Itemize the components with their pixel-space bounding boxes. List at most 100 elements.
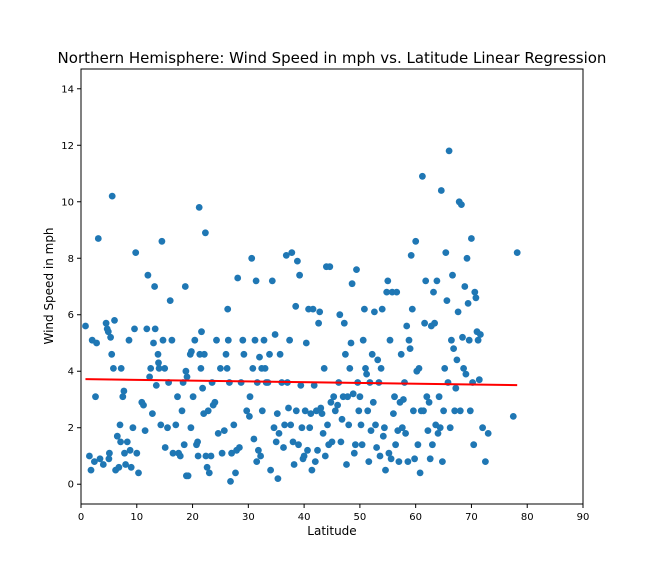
data-point [331, 407, 339, 415]
data-point [202, 229, 209, 237]
data-point [452, 384, 460, 392]
data-point [94, 235, 102, 242]
data-point [403, 322, 411, 330]
data-point [251, 336, 259, 344]
data-point [218, 449, 226, 457]
data-point [352, 441, 359, 449]
data-point [321, 452, 329, 460]
data-point [482, 458, 489, 465]
data-point [204, 407, 212, 415]
data-point [308, 466, 316, 474]
data-point [297, 382, 305, 389]
data-point [121, 449, 128, 457]
data-point [306, 424, 314, 432]
data-point [295, 441, 302, 449]
data-point [345, 421, 353, 429]
data-point [416, 469, 424, 477]
data-point [448, 336, 455, 344]
data-point [99, 461, 107, 468]
data-point [152, 382, 160, 389]
data-point [191, 336, 199, 344]
data-point [433, 277, 441, 285]
data-point [384, 277, 392, 285]
x-tick-label: 50 [354, 512, 367, 523]
data-point [379, 432, 387, 440]
data-point [150, 339, 157, 347]
data-point [252, 277, 260, 285]
data-point [439, 458, 446, 465]
data-point [296, 271, 303, 279]
data-point [272, 438, 280, 446]
data-point [311, 458, 319, 465]
data-point [111, 317, 118, 324]
data-point [102, 319, 110, 327]
data-point [430, 288, 437, 296]
data-point [224, 305, 232, 313]
data-point [484, 430, 492, 437]
data-point [464, 300, 472, 307]
data-point [336, 311, 344, 319]
data-point [407, 252, 415, 259]
data-point [475, 376, 483, 384]
data-point [228, 449, 236, 457]
data-point [411, 455, 418, 463]
data-point [462, 370, 470, 378]
data-point [298, 424, 306, 432]
data-point [410, 407, 417, 415]
data-point [132, 249, 140, 256]
data-point [108, 350, 116, 358]
data-point [276, 350, 284, 358]
data-point [337, 438, 345, 446]
data-point [253, 458, 261, 465]
data-point [392, 441, 399, 449]
data-point [405, 336, 413, 344]
data-point [126, 446, 134, 454]
y-tick-label: 12 [61, 141, 74, 152]
data-point [435, 393, 443, 401]
data-point [91, 458, 98, 465]
data-point [214, 430, 222, 437]
data-point [197, 365, 205, 372]
data-point [415, 365, 423, 372]
data-point [105, 455, 113, 463]
data-point [194, 438, 202, 446]
data-point [154, 350, 162, 358]
data-point [302, 339, 310, 347]
data-point [205, 469, 213, 477]
data-point [189, 393, 197, 401]
data-point [397, 350, 405, 358]
data-point [359, 336, 367, 344]
data-point [271, 331, 279, 338]
data-point [318, 410, 326, 417]
data-point [398, 424, 406, 432]
data-point [86, 452, 93, 460]
y-tick-label: 0 [68, 480, 74, 491]
data-point [248, 254, 256, 262]
x-tick-label: 60 [409, 512, 422, 523]
data-point [466, 407, 474, 415]
data-point [164, 424, 171, 432]
data-point [211, 398, 219, 406]
data-point [404, 458, 412, 465]
data-point [273, 410, 281, 417]
data-point [309, 305, 317, 313]
data-point [146, 373, 154, 381]
data-point [440, 407, 447, 415]
data-point [194, 452, 202, 460]
data-point [461, 283, 469, 290]
data-point [261, 365, 269, 372]
data-point [288, 249, 296, 256]
data-point [255, 446, 262, 454]
data-point [426, 455, 434, 463]
data-point [509, 413, 517, 420]
data-point [143, 325, 151, 333]
data-point [159, 336, 167, 344]
data-point [93, 339, 100, 347]
y-tick-label: 10 [61, 197, 74, 208]
data-point [182, 367, 190, 375]
data-point [371, 308, 378, 316]
data-point [431, 319, 438, 327]
data-point [117, 365, 125, 372]
data-point [213, 336, 220, 344]
